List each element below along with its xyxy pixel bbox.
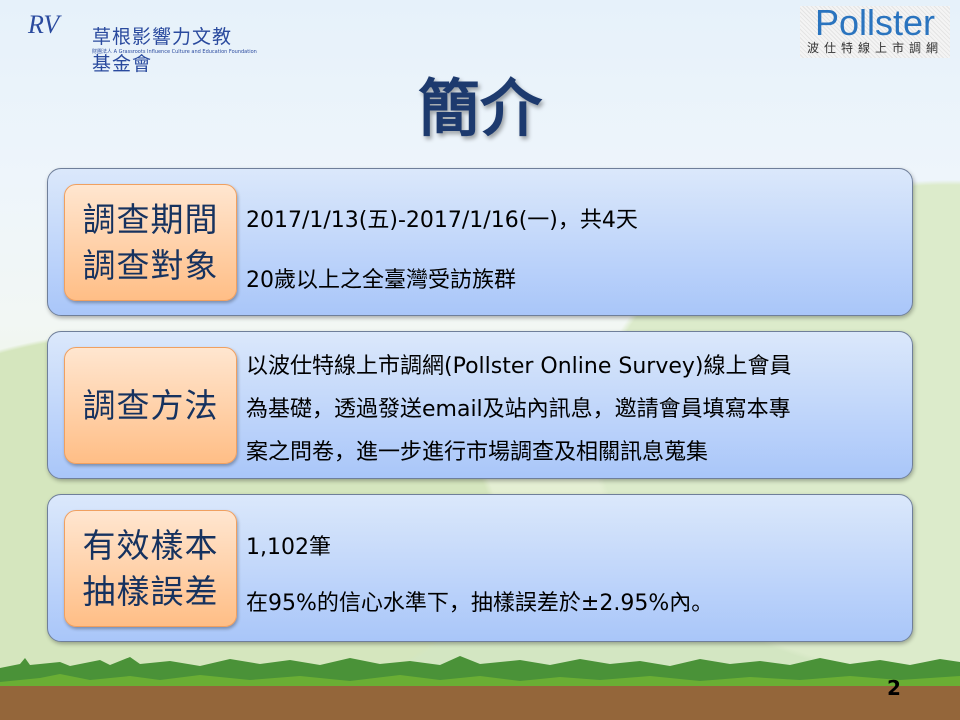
pollster-subtitle: 波仕特線上市調網 bbox=[806, 41, 943, 55]
label-line: 抽樣誤差 bbox=[82, 571, 219, 611]
logo-subtitle: 財團法人 A Grassroots Influence Culture and … bbox=[92, 49, 257, 55]
label-line: 調查對象 bbox=[82, 245, 219, 285]
foundation-logo: RV 草根影響力文教基金會 財團法人 A Grassroots Influenc… bbox=[20, 8, 257, 75]
soil-decoration bbox=[0, 686, 960, 720]
panel-survey-method: 調查方法 以波仕特線上市調網(Pollster Online Survey)線上… bbox=[47, 331, 913, 479]
slide-title: 簡介 bbox=[417, 72, 542, 145]
panel-text: 2017/1/13(五)-2017/1/16(一)，共4天 bbox=[246, 208, 638, 233]
panel-text: 案之問卷，進一步進行市場調查及相關訊息蒐集 bbox=[246, 440, 709, 465]
panel-label: 調查方法 bbox=[64, 347, 237, 464]
pollster-logo: Pollster 波仕特線上市調網 bbox=[800, 2, 950, 58]
page-number: 2 bbox=[887, 676, 901, 700]
grass-decoration bbox=[0, 656, 960, 690]
panel-label: 有效樣本 抽樣誤差 bbox=[64, 510, 237, 627]
panel-text: 20歲以上之全臺灣受訪族群 bbox=[246, 268, 516, 293]
panel-sample: 有效樣本 抽樣誤差 1,102筆 在95%的信心水準下，抽樣誤差於±2.95%內… bbox=[47, 494, 913, 642]
logo-mark: RV bbox=[28, 10, 60, 39]
panel-label: 調查期間 調查對象 bbox=[64, 184, 237, 301]
label-line: 有效樣本 bbox=[82, 525, 219, 565]
label-line: 調查方法 bbox=[82, 385, 219, 425]
panel-text: 1,102筆 bbox=[246, 535, 331, 560]
label-line: 調查期間 bbox=[82, 199, 219, 239]
panel-text: 在95%的信心水準下，抽樣誤差於±2.95%內。 bbox=[246, 591, 714, 616]
panel-survey-period: 調查期間 調查對象 2017/1/13(五)-2017/1/16(一)，共4天 … bbox=[47, 168, 913, 316]
panel-text: 為基礎，透過發送email及站內訊息，邀請會員填寫本專 bbox=[246, 397, 791, 422]
panel-text: 以波仕特線上市調網(Pollster Online Survey)線上會員 bbox=[246, 354, 792, 379]
pollster-wordmark: Pollster bbox=[814, 2, 936, 43]
logo-name: 草根影響力文教基金會 bbox=[92, 26, 233, 75]
